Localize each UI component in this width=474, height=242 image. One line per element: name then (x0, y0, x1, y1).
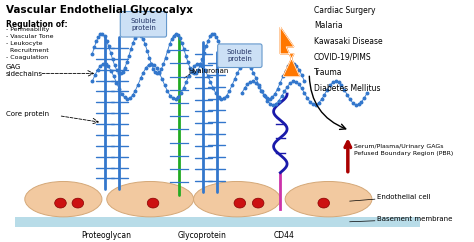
Text: Hyaluronan: Hyaluronan (189, 68, 229, 75)
Text: Malaria: Malaria (314, 21, 343, 30)
Ellipse shape (285, 182, 372, 217)
Polygon shape (280, 27, 300, 76)
Ellipse shape (107, 182, 193, 217)
Ellipse shape (147, 198, 159, 208)
Text: Basement membrane: Basement membrane (377, 216, 452, 222)
Text: Trauma: Trauma (314, 68, 343, 77)
Text: Glycoprotein: Glycoprotein (177, 231, 226, 240)
Bar (15, 217, 420, 227)
Text: Endothelial cell: Endothelial cell (377, 194, 430, 200)
Ellipse shape (234, 198, 246, 208)
Text: Vascular Endothelial Glycocalyx: Vascular Endothelial Glycocalyx (6, 5, 192, 15)
Ellipse shape (193, 182, 280, 217)
Ellipse shape (252, 198, 264, 208)
Text: Cardiac Surgery: Cardiac Surgery (314, 6, 375, 15)
Text: Soluble
protein: Soluble protein (227, 49, 253, 62)
FancyBboxPatch shape (218, 44, 262, 68)
Text: Diabetes Mellitus: Diabetes Mellitus (314, 84, 381, 93)
Ellipse shape (318, 198, 329, 208)
Ellipse shape (72, 198, 83, 208)
Ellipse shape (25, 182, 102, 217)
Text: Proteoglycan: Proteoglycan (81, 231, 131, 240)
Text: Soluble
protein: Soluble protein (130, 18, 156, 31)
Text: CD44: CD44 (273, 231, 294, 240)
Ellipse shape (55, 198, 66, 208)
Text: Core protein: Core protein (6, 111, 49, 117)
Text: Regulation of:: Regulation of: (6, 20, 67, 29)
FancyBboxPatch shape (120, 12, 166, 37)
Text: Kawasaki Disease: Kawasaki Disease (314, 37, 383, 46)
Text: COVID-19/PIMS: COVID-19/PIMS (314, 53, 372, 62)
Text: GAG
sidechains: GAG sidechains (6, 64, 43, 76)
Text: - Permeability
- Vascular Tone
- Leukocyte
  Recruitment
- Coagulation: - Permeability - Vascular Tone - Leukocy… (6, 27, 53, 60)
Text: Serum/Plasma/Urinary GAGs
Pefused Boundary Region (PBR): Serum/Plasma/Urinary GAGs Pefused Bounda… (354, 144, 453, 156)
